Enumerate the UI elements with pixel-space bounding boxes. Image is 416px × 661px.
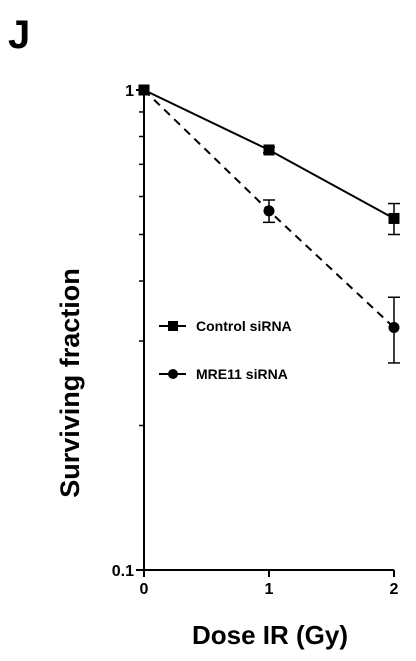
- legend-label-control: Control siRNA: [196, 318, 292, 334]
- data-point: [263, 144, 275, 156]
- legend-label-mre11: MRE11 siRNA: [196, 366, 288, 382]
- data-point: [263, 205, 275, 217]
- series-mre11: [138, 84, 400, 364]
- y-tick-label: 0.1: [112, 563, 134, 580]
- axes: 0.1 1 0 1 2: [112, 83, 399, 598]
- x-tick-label: 2: [390, 581, 399, 598]
- y-tick-label: 1: [125, 83, 134, 100]
- data-point: [138, 84, 150, 96]
- legend-marker-control: [168, 321, 178, 331]
- legend: Control siRNA MRE11 siRNA: [159, 318, 292, 382]
- legend-marker-mre11: [168, 369, 178, 379]
- x-tick-label: 1: [265, 581, 274, 598]
- data-point: [388, 322, 400, 334]
- x-tick-label: 0: [140, 581, 149, 598]
- y-axis-label: Surviving fraction: [55, 268, 85, 498]
- x-axis-label: Dose IR (Gy): [192, 620, 348, 650]
- data-point: [388, 212, 400, 224]
- panel-label: J: [8, 13, 30, 57]
- series-layer: [138, 84, 400, 364]
